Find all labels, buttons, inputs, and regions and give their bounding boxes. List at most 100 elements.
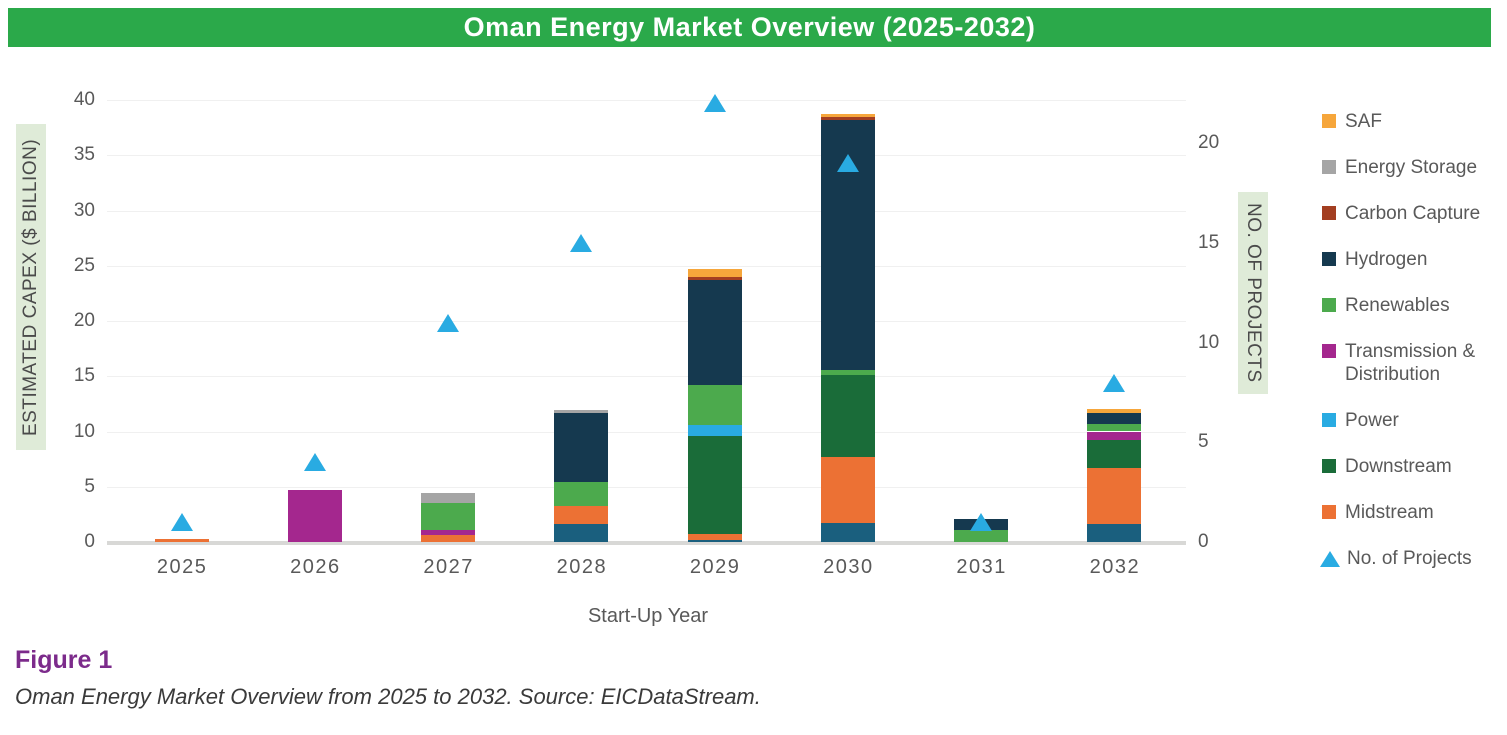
x-axis-title: Start-Up Year — [587, 605, 709, 627]
gridline — [107, 210, 1186, 212]
data-point-triangle — [570, 233, 593, 252]
legend-color-swatch-icon — [1322, 114, 1336, 128]
legend-label: Renewables — [1345, 295, 1450, 316]
right-axis-title: NO. OF PROJECTS — [1238, 192, 1268, 394]
bar-segment-saf — [820, 114, 875, 118]
legend-item-renewables: Renewables — [1322, 294, 1504, 317]
legend-label: Energy Storage — [1345, 157, 1478, 178]
left-axis-tick-label: 40 — [73, 89, 95, 110]
right-axis-tick-label: 0 — [1198, 531, 1209, 552]
bar-segment-unlabeled-teal- — [1087, 524, 1142, 542]
bar-segment-downstream — [820, 375, 875, 457]
chart-legend: SAF Energy Storage Carbon Capture Hydrogen R… — [1320, 110, 1504, 570]
chart-title-bar: Oman Energy Market Overview (2025-2032) — [8, 8, 1491, 47]
bar-segment-energy-storage — [554, 409, 609, 413]
data-point-triangle — [836, 154, 859, 173]
bar-segment-midstream — [421, 535, 476, 542]
legend-item-power: Power — [1322, 409, 1504, 432]
legend-item-midstream: Midstream — [1322, 501, 1504, 524]
bar-segment-power — [687, 424, 742, 436]
legend-item-downstream: Downstream — [1322, 455, 1504, 478]
bar-segment-transmission-distribution — [1087, 431, 1142, 441]
bar-segment-midstream — [1087, 467, 1142, 525]
legend-label: SAF — [1345, 111, 1382, 132]
bar-segment-renewables — [554, 482, 609, 506]
bar-segment-carbon-capture — [687, 276, 742, 281]
gridline — [107, 155, 1186, 157]
x-axis-tick-label: 2026 — [290, 556, 341, 578]
data-point-triangle — [437, 313, 460, 332]
bar-segment-unlabeled-teal- — [554, 524, 609, 542]
legend-label: Carbon Capture — [1345, 203, 1481, 224]
bar-segment-midstream — [154, 538, 209, 542]
data-point-triangle — [703, 94, 726, 113]
legend-label: Power — [1345, 410, 1399, 431]
gridline — [107, 100, 1186, 101]
x-axis-tick-label: 2032 — [1089, 556, 1141, 578]
bar-segment-unlabeled-teal- — [820, 523, 875, 542]
legend-label: No. of Projects — [1347, 548, 1472, 569]
bar-segment-saf — [687, 269, 742, 277]
data-point-triangle — [303, 453, 326, 472]
legend-color-swatch-icon — [1322, 252, 1336, 266]
legend-label: Transmission & Distribution — [1345, 341, 1476, 385]
legend-item-carbon-capture: Carbon Capture — [1322, 202, 1504, 225]
legend-color-swatch-icon — [1322, 298, 1336, 312]
left-axis-tick-label: 0 — [84, 531, 95, 552]
chart-title: Oman Energy Market Overview (2025-2032) — [463, 12, 1036, 42]
legend-color-swatch-icon — [1322, 344, 1336, 358]
legend-item-hydrogen: Hydrogen — [1322, 248, 1504, 271]
legend-item-energy-storage: Energy Storage — [1322, 156, 1504, 179]
gridline — [107, 321, 1186, 322]
bar-segment-energy-storage — [421, 493, 476, 504]
data-point-triangle — [170, 513, 193, 532]
bar-segment-hydrogen — [687, 280, 742, 386]
right-axis-tick-label: 5 — [1198, 431, 1209, 453]
data-point-triangle — [970, 513, 993, 532]
bar-segment-saf — [1087, 409, 1142, 413]
gridline — [107, 486, 1186, 488]
right-axis-tick-label: 15 — [1198, 231, 1220, 253]
legend-label: Downstream — [1345, 456, 1452, 477]
bar-segment-renewables — [687, 385, 742, 425]
legend-item-transmission-distribution: Transmission & Distribution — [1322, 340, 1504, 386]
bar-segment-renewables — [820, 369, 875, 376]
bar-segment-carbon-capture — [820, 117, 875, 120]
legend-label: Midstream — [1345, 502, 1434, 523]
bar-segment-transmission-distribution — [421, 529, 476, 536]
left-axis-tick-label: 30 — [73, 199, 95, 221]
gridline — [107, 431, 1186, 433]
x-axis-tick-label: 2028 — [556, 556, 608, 578]
left-axis-title: ESTIMATED CAPEX ($ BILLION) — [16, 124, 46, 450]
gridline — [107, 265, 1186, 267]
bar-segment-downstream — [687, 435, 742, 535]
figure-caption: Oman Energy Market Overview from 2025 to… — [15, 684, 761, 709]
left-axis-tick-label: 20 — [73, 310, 95, 331]
bar-segment-hydrogen — [1087, 412, 1142, 424]
x-axis-tick-label: 2031 — [956, 556, 1007, 578]
right-axis-tick-label: 10 — [1198, 331, 1220, 353]
x-axis-tick-label: 2027 — [423, 556, 474, 578]
left-axis-tick-label: 25 — [73, 254, 95, 276]
bar-segment-renewables — [1087, 423, 1142, 432]
legend-color-swatch-icon — [1322, 206, 1336, 220]
bar-segment-hydrogen — [554, 412, 609, 483]
legend-item-saf: SAF — [1322, 110, 1504, 133]
legend-label: Hydrogen — [1345, 249, 1428, 270]
right-axis-tick-label: 20 — [1198, 132, 1220, 154]
legend-color-swatch-icon — [1322, 505, 1336, 519]
x-axis-tick-label: 2025 — [156, 556, 208, 578]
legend-color-swatch-icon — [1322, 459, 1336, 473]
x-axis-tick-label: 2029 — [689, 556, 741, 578]
bar-segment-renewables — [954, 529, 1009, 542]
bar-segment-unlabeled-teal- — [687, 539, 742, 542]
legend-triangle-marker-icon — [1320, 551, 1340, 567]
legend-color-swatch-icon — [1322, 413, 1336, 427]
bar-segment-transmission-distribution — [287, 490, 342, 542]
left-axis-tick-label: 5 — [84, 475, 95, 497]
gridline — [107, 376, 1186, 378]
bar-segment-midstream — [554, 505, 609, 525]
left-axis-tick-label: 35 — [73, 144, 95, 166]
